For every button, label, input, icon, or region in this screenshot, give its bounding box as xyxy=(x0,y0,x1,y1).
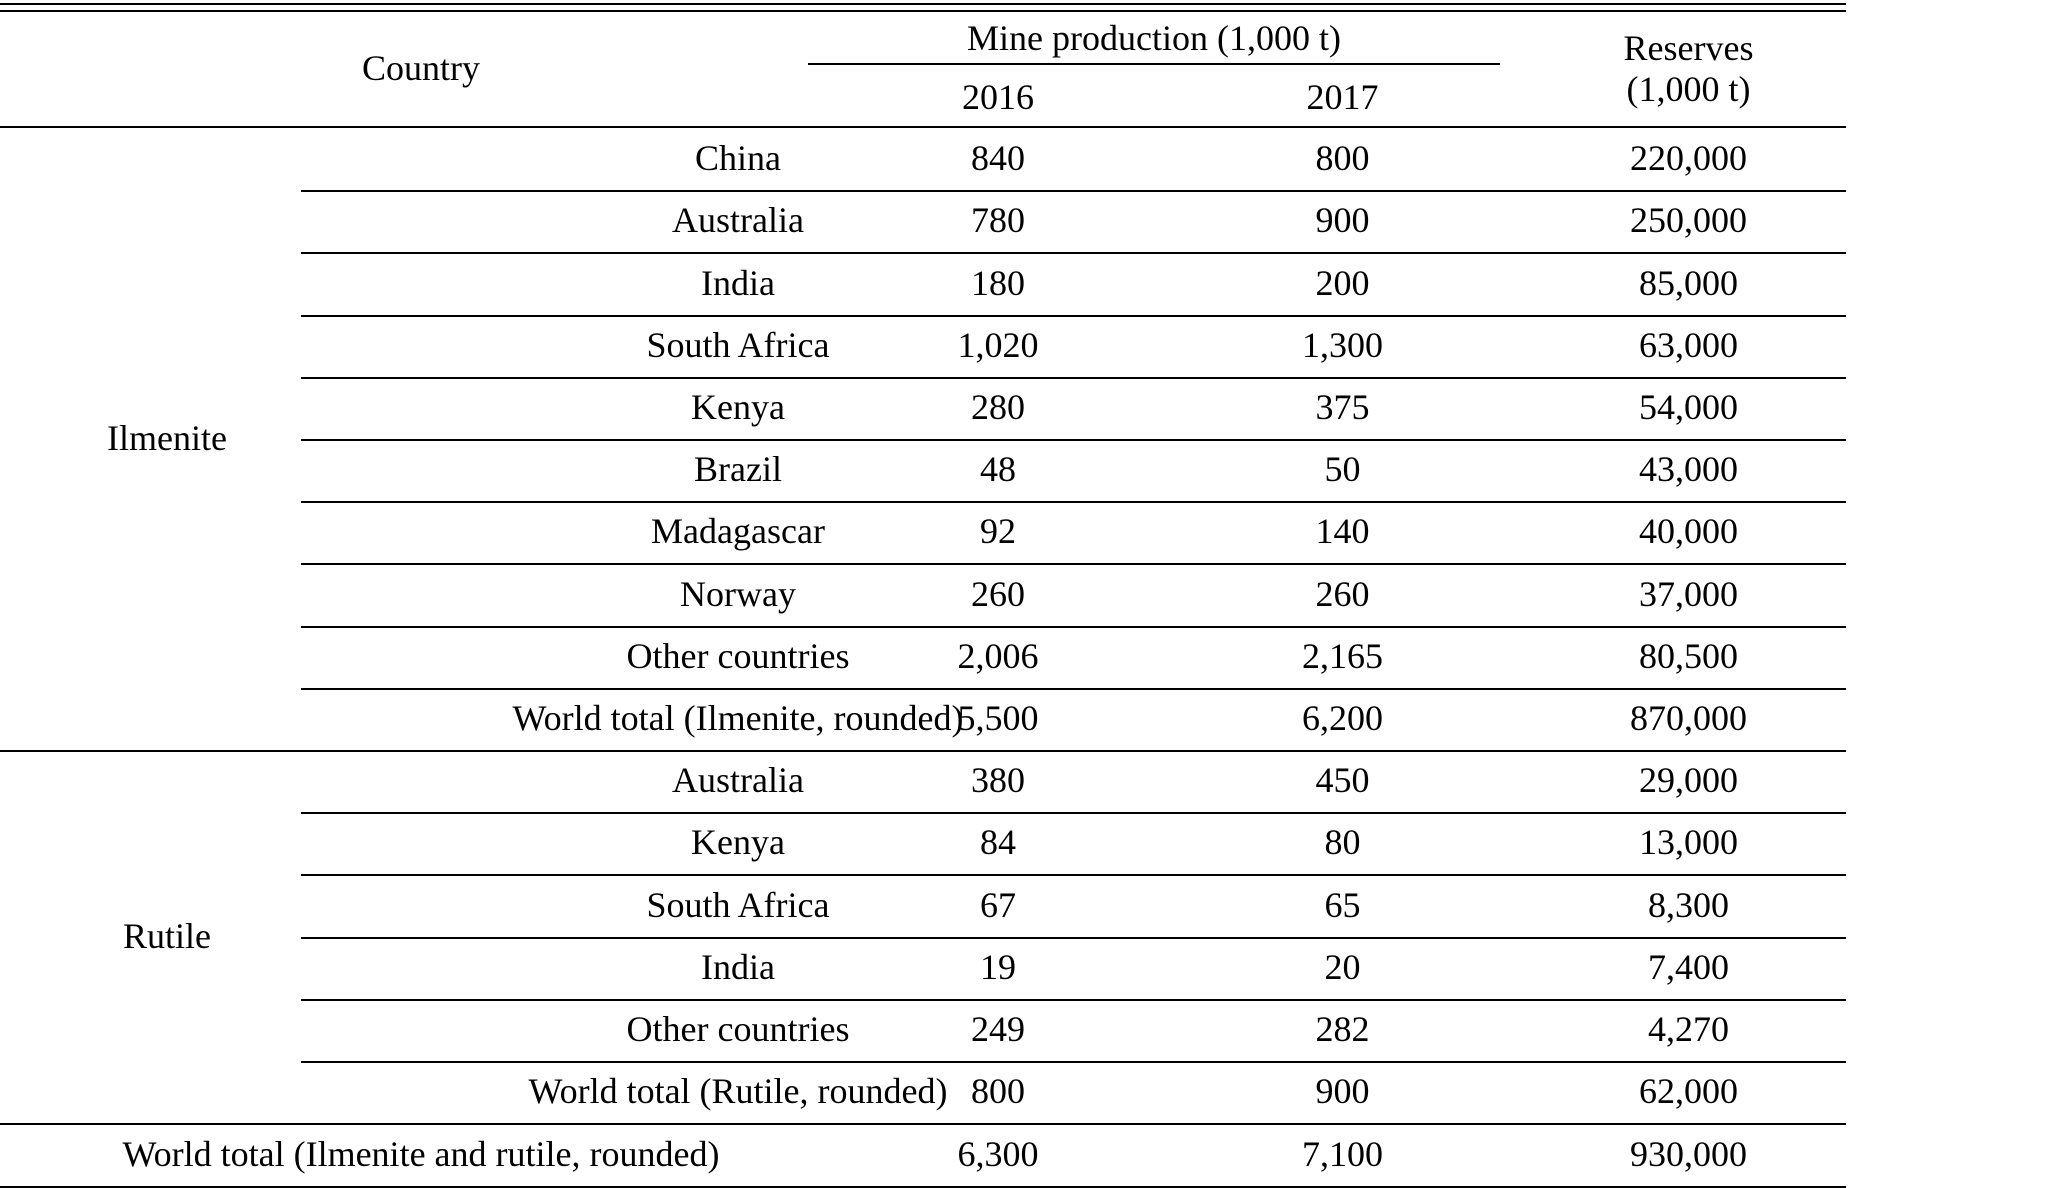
grand-total-2016: 6,300 xyxy=(957,1134,1039,1175)
cell-reserves: 37,000 xyxy=(1639,573,1738,614)
grand-total-label: World total (Ilmenite and rutile, rounde… xyxy=(122,1134,720,1175)
cell-country: World total (Rutile, rounded) xyxy=(528,1071,948,1112)
header-mine-production: Mine production (1,000 t) xyxy=(967,18,1341,59)
header-country: Country xyxy=(361,48,480,89)
cell-country: Australia xyxy=(672,760,804,801)
header-bottom-rule xyxy=(0,126,1846,128)
cell-country: South Africa xyxy=(646,324,830,365)
cell-country: Madagascar xyxy=(651,511,825,552)
cell-y2016: 48 xyxy=(980,449,1016,490)
cell-y2017: 2,165 xyxy=(1302,635,1383,676)
cell-country: Other countries xyxy=(626,1009,850,1050)
cell-y2017: 260 xyxy=(1315,573,1370,614)
row-rule xyxy=(301,252,1846,254)
cell-y2016: 249 xyxy=(971,1009,1025,1050)
cell-reserves: 85,000 xyxy=(1639,262,1738,303)
row-rule xyxy=(301,688,1846,690)
row-rule xyxy=(301,812,1846,814)
cell-y2017: 50 xyxy=(1324,449,1361,490)
cell-y2016: 380 xyxy=(971,760,1025,801)
cell-reserves: 43,000 xyxy=(1639,449,1738,490)
row-rule xyxy=(301,439,1846,441)
cell-y2016: 1,020 xyxy=(957,324,1039,365)
cell-country: Kenya xyxy=(691,822,785,863)
row-rule xyxy=(301,377,1846,379)
row-rule xyxy=(301,315,1846,317)
cell-country: Norway xyxy=(680,573,796,614)
cell-reserves: 80,500 xyxy=(1639,635,1738,676)
row-rule xyxy=(301,626,1846,628)
cell-country: South Africa xyxy=(646,884,830,925)
row-rule xyxy=(301,999,1846,1001)
cell-y2017: 375 xyxy=(1315,387,1370,428)
cell-reserves: 63,000 xyxy=(1639,324,1738,365)
cell-reserves: 40,000 xyxy=(1639,511,1738,552)
group-label-rutile: Rutile xyxy=(123,915,211,956)
cell-reserves: 220,000 xyxy=(1630,138,1747,179)
cell-y2016: 19 xyxy=(980,946,1016,987)
cell-y2016: 280 xyxy=(971,387,1025,428)
cell-y2017: 20 xyxy=(1324,946,1361,987)
cell-reserves: 870,000 xyxy=(1630,698,1747,739)
cell-reserves: 7,400 xyxy=(1648,946,1729,987)
cell-y2017: 6,200 xyxy=(1302,698,1383,739)
cell-country: Brazil xyxy=(694,449,782,490)
header-year-2017: 2017 xyxy=(1306,77,1379,118)
cell-reserves: 29,000 xyxy=(1639,760,1738,801)
cell-y2017: 800 xyxy=(1315,138,1370,179)
cell-country: China xyxy=(695,138,781,179)
cell-y2016: 780 xyxy=(971,200,1025,241)
header-year-2016: 2016 xyxy=(962,77,1034,118)
cell-y2016: 260 xyxy=(971,573,1025,614)
cell-y2016: 840 xyxy=(971,138,1025,179)
group-label-ilmenite: Ilmenite xyxy=(107,418,227,459)
cell-country: Kenya xyxy=(691,387,785,428)
cell-country: India xyxy=(701,946,775,987)
cell-country: Other countries xyxy=(626,635,850,676)
header-reserves: Reserves (1,000 t) xyxy=(1531,12,1846,126)
cell-country: Australia xyxy=(672,200,804,241)
cell-country: India xyxy=(701,262,775,303)
cell-reserves: 8,300 xyxy=(1648,884,1729,925)
cell-y2017: 65 xyxy=(1324,884,1361,925)
cell-reserves: 54,000 xyxy=(1639,387,1738,428)
grand-total-reserves: 930,000 xyxy=(1630,1134,1747,1175)
cell-reserves: 62,000 xyxy=(1639,1071,1738,1112)
cell-y2017: 282 xyxy=(1315,1009,1370,1050)
cell-y2017: 200 xyxy=(1315,262,1370,303)
top-rule-1 xyxy=(0,3,1846,5)
cell-y2017: 450 xyxy=(1315,760,1370,801)
top-rule-2 xyxy=(0,10,1846,12)
cell-y2017: 900 xyxy=(1315,1071,1370,1112)
cell-y2016: 92 xyxy=(980,511,1016,552)
cell-y2017: 80 xyxy=(1324,822,1361,863)
cell-y2017: 900 xyxy=(1315,200,1370,241)
row-rule xyxy=(301,190,1846,192)
cell-y2017: 1,300 xyxy=(1302,324,1383,365)
cell-reserves: 13,000 xyxy=(1639,822,1738,863)
cell-reserves: 250,000 xyxy=(1630,200,1747,241)
cell-y2016: 5,500 xyxy=(957,698,1039,739)
mine-production-rule xyxy=(808,63,1500,65)
grand-total-2017: 7,100 xyxy=(1302,1134,1383,1175)
cell-country: World total (Ilmenite, rounded) xyxy=(512,698,964,739)
row-rule xyxy=(301,1061,1846,1063)
row-rule xyxy=(301,501,1846,503)
row-rule xyxy=(301,563,1846,565)
group-separator-rule xyxy=(0,1123,1846,1125)
cell-y2016: 67 xyxy=(980,884,1016,925)
header-reserves-line1: Reserves xyxy=(1623,27,1754,68)
cell-reserves: 4,270 xyxy=(1648,1009,1729,1050)
cell-y2016: 800 xyxy=(971,1071,1025,1112)
row-rule xyxy=(301,937,1846,939)
cell-y2016: 2,006 xyxy=(957,635,1039,676)
group-separator-rule xyxy=(0,750,1846,752)
row-rule xyxy=(301,874,1846,876)
cell-y2016: 180 xyxy=(971,262,1025,303)
header-reserves-line2: (1,000 t) xyxy=(1626,69,1751,109)
cell-y2016: 84 xyxy=(980,822,1016,863)
cell-y2017: 140 xyxy=(1315,511,1370,552)
